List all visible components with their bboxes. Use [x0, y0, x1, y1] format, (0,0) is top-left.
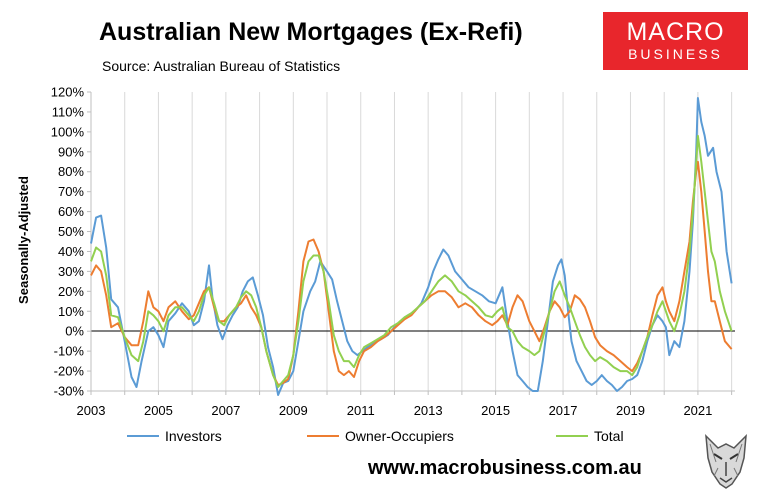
y-tick-label: 20%	[58, 284, 84, 299]
x-tick-label: 2005	[144, 403, 173, 418]
x-tick-label: 2011	[347, 403, 375, 418]
y-tick-label: 110%	[52, 104, 85, 119]
x-tick-label: 2017	[549, 403, 578, 418]
y-tick-label: 120%	[51, 85, 85, 100]
y-tick-label: 40%	[58, 244, 84, 259]
y-tick-label: 60%	[58, 204, 84, 219]
x-tick-label: 2021	[683, 403, 712, 418]
y-tick-label: -10%	[54, 344, 85, 359]
y-tick-label: -20%	[54, 364, 85, 379]
page-title: Australian New Mortgages (Ex-Refi)	[99, 18, 523, 46]
y-tick-label: 90%	[58, 144, 84, 159]
y-tick-label: 0%	[65, 324, 84, 339]
series-line-investors	[90, 97, 733, 396]
x-tick-label: 2013	[414, 403, 443, 418]
x-tick-label: 2007	[211, 403, 240, 418]
chart-series	[90, 97, 733, 396]
logo-line-1: MACRO	[626, 18, 725, 46]
macro-business-logo: MACRO BUSINESS	[603, 12, 748, 70]
x-tick-label: 2003	[77, 403, 106, 418]
y-tick-label: 30%	[58, 264, 84, 279]
series-line-owner-occupiers	[90, 160, 733, 386]
x-axis-ticks: 2003 2005 2007 2009 2011 2013 2015 2017 2019 2021	[77, 391, 733, 418]
y-tick-label: 50%	[58, 224, 84, 239]
legend-label-total: Total	[594, 428, 624, 444]
y-axis-label: Seasonally-Adjusted	[16, 176, 31, 304]
legend-label-owner-occupiers: Owner-Occupiers	[345, 428, 454, 444]
y-axis-ticks: -30% -20% -10% 0% 10% 20% 30% 40% 50% 60% 70% 80% 90…	[51, 85, 91, 399]
y-tick-label: 100%	[51, 124, 85, 139]
logo-line-2: BUSINESS	[628, 46, 723, 62]
y-tick-label: 80%	[58, 164, 84, 179]
website-url: www.macrobusiness.com.au	[368, 457, 642, 479]
x-tick-label: 2009	[279, 403, 308, 418]
wolf-logo-icon	[705, 434, 747, 489]
y-tick-label: 10%	[58, 304, 84, 319]
chart-grid	[90, 92, 733, 391]
chart-legend: Investors Owner-Occupiers Total	[127, 428, 624, 444]
series-line-total	[90, 134, 733, 388]
x-tick-label: 2015	[481, 403, 510, 418]
y-tick-label: 70%	[58, 184, 84, 199]
x-tick-label: 2019	[616, 403, 645, 418]
legend-label-investors: Investors	[165, 428, 222, 444]
chart-source: Source: Australian Bureau of Statistics	[102, 58, 341, 74]
y-tick-label: -30%	[54, 384, 85, 399]
